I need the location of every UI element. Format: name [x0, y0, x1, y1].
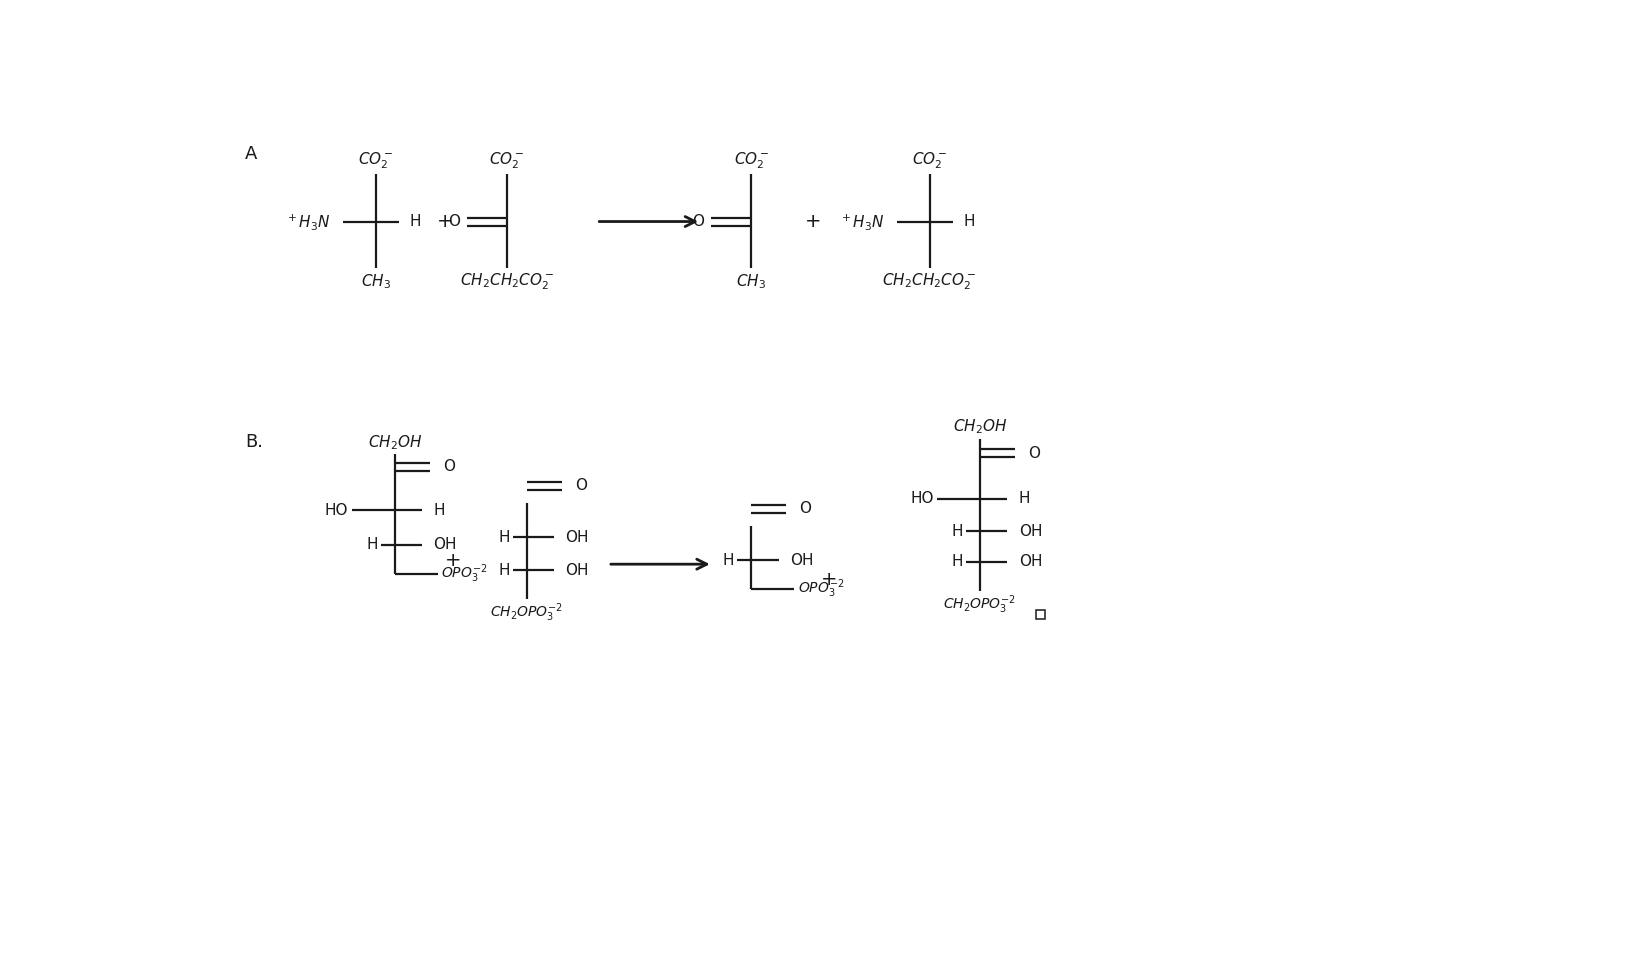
Text: A: A — [246, 144, 257, 162]
Text: O: O — [1028, 446, 1039, 461]
Text: OH: OH — [1018, 523, 1042, 539]
Text: $CH_2OH$: $CH_2OH$ — [952, 418, 1006, 436]
Text: $CH_2OPO_3^{-2}$: $CH_2OPO_3^{-2}$ — [490, 601, 562, 624]
Text: +: + — [436, 212, 454, 231]
Text: H: H — [433, 503, 444, 517]
Text: H: H — [951, 523, 962, 539]
Text: O: O — [443, 459, 454, 474]
Text: $^+H_3N$: $^+H_3N$ — [285, 212, 329, 231]
Text: $OPO_3^{-2}$: $OPO_3^{-2}$ — [798, 577, 844, 601]
Text: +: + — [820, 571, 836, 589]
Text: H: H — [1018, 491, 1029, 507]
Text: O: O — [798, 501, 811, 516]
Text: $CH_2CH_2CO_2^-$: $CH_2CH_2CO_2^-$ — [461, 272, 554, 292]
Text: +: + — [805, 212, 821, 231]
Text: H: H — [723, 553, 734, 568]
Text: $OPO_3^{-2}$: $OPO_3^{-2}$ — [441, 563, 487, 585]
Text: H: H — [964, 214, 975, 229]
Text: $CO_2^-$: $CO_2^-$ — [357, 151, 393, 171]
Text: OH: OH — [565, 530, 588, 544]
Text: O: O — [447, 214, 459, 229]
Text: OH: OH — [1018, 554, 1042, 570]
Text: $CO_2^-$: $CO_2^-$ — [911, 151, 947, 171]
Text: $CO_2^-$: $CO_2^-$ — [488, 151, 524, 171]
Text: $CH_2CH_2CO_2^-$: $CH_2CH_2CO_2^-$ — [882, 272, 977, 292]
Text: H: H — [951, 554, 962, 570]
Text: $^+H_3N$: $^+H_3N$ — [838, 212, 883, 231]
Text: OH: OH — [790, 553, 813, 568]
Text: HO: HO — [910, 491, 933, 507]
Text: H: H — [410, 214, 421, 229]
Text: +: + — [444, 551, 461, 570]
Text: OH: OH — [565, 563, 588, 578]
Text: H: H — [498, 563, 510, 578]
Text: $CH_2OH$: $CH_2OH$ — [367, 433, 421, 452]
Text: $CH_2OPO_3^{-2}$: $CH_2OPO_3^{-2}$ — [942, 594, 1016, 616]
Text: $CO_2^-$: $CO_2^-$ — [733, 151, 769, 171]
Text: H: H — [498, 530, 510, 544]
Text: HO: HO — [325, 503, 347, 517]
Bar — [1036, 610, 1044, 619]
Text: H: H — [365, 538, 377, 552]
Text: B.: B. — [246, 433, 264, 452]
Text: O: O — [574, 478, 587, 493]
Text: OH: OH — [433, 538, 457, 552]
Text: $CH_3$: $CH_3$ — [361, 273, 390, 291]
Text: O: O — [692, 214, 703, 229]
Text: $CH_3$: $CH_3$ — [736, 273, 765, 291]
